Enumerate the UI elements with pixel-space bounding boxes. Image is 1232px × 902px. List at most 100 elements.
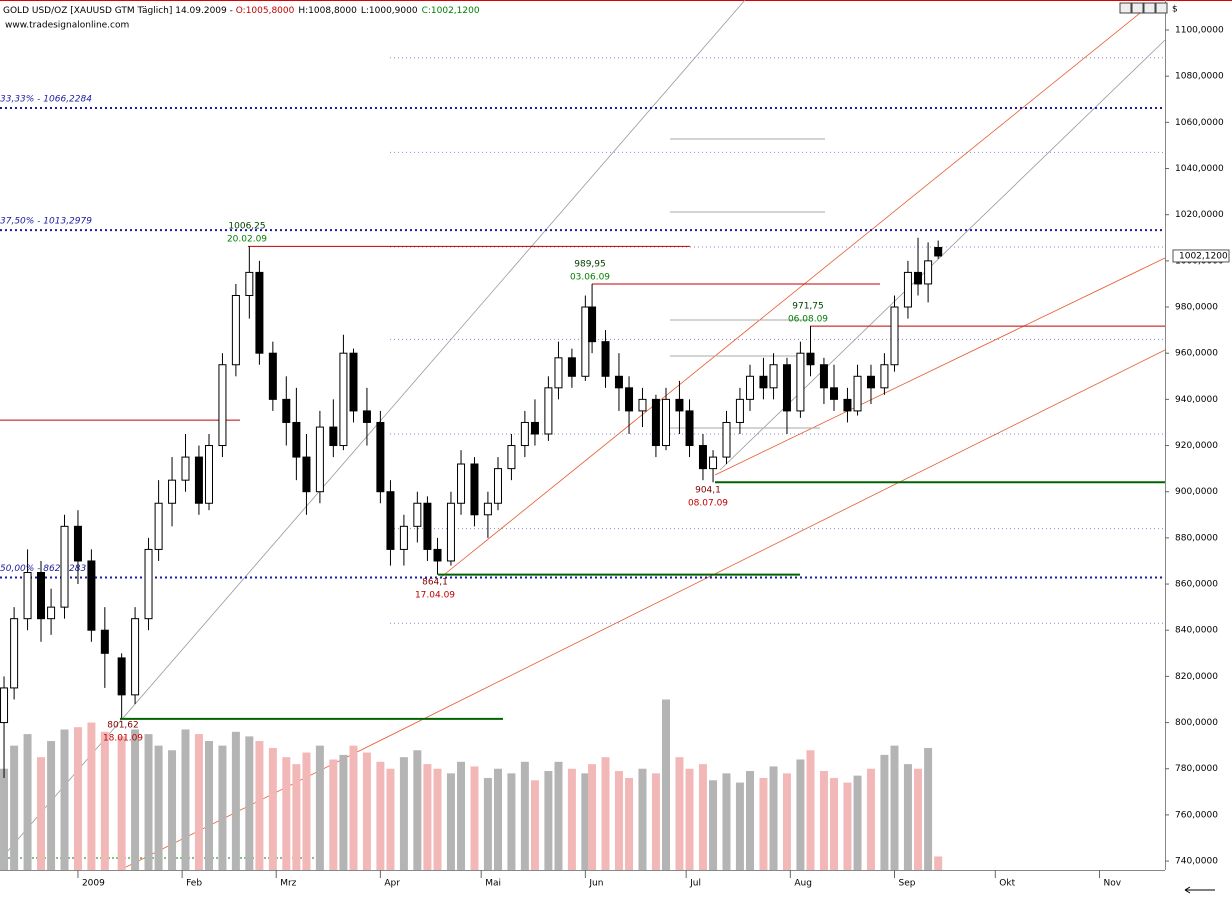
volume-bar: [60, 729, 69, 870]
volume-bar: [698, 764, 707, 870]
candle-body: [625, 387, 634, 412]
y-tick-label: 800,0000: [1175, 718, 1218, 728]
candle-body: [601, 341, 610, 377]
x-tick-label: Jul: [689, 879, 701, 889]
y-tick-label: 960,0000: [1175, 349, 1218, 359]
volume-bar: [709, 780, 718, 870]
volume-bar: [638, 768, 647, 870]
y-tick-label: 920,0000: [1175, 441, 1218, 451]
volume-bar: [231, 731, 240, 870]
candle-body: [362, 410, 371, 423]
volume-bar: [806, 750, 815, 870]
candle-body: [470, 463, 479, 516]
candle-body: [181, 456, 190, 481]
y-tick-label: 740,0000: [1175, 857, 1218, 867]
x-tick-label: 2009: [82, 879, 105, 889]
candle-body: [433, 548, 442, 562]
volume-bar: [218, 745, 227, 870]
volume-bar: [746, 771, 755, 870]
volume-bar: [282, 757, 291, 870]
annotation-date: 17.04.09: [415, 591, 455, 601]
volume-bar: [446, 773, 455, 870]
y-tick-label: 780,0000: [1175, 764, 1218, 774]
y-tick-label: 1020,0000: [1175, 210, 1224, 220]
x-tick-label: Jun: [588, 879, 603, 889]
volume-bar: [544, 771, 553, 870]
candle-body: [73, 525, 82, 562]
x-tick-label: Aug: [794, 879, 812, 889]
candle-body: [588, 306, 597, 343]
volume-bar: [168, 750, 177, 870]
candle-body: [698, 445, 707, 470]
volume-bar: [470, 766, 479, 870]
candle-body: [168, 479, 177, 504]
candle-body: [638, 398, 647, 412]
button-close[interactable]: [1155, 2, 1168, 14]
volume-bar: [386, 768, 395, 870]
candle-body: [934, 246, 943, 257]
volume-bar: [493, 768, 502, 870]
candle-body: [47, 606, 56, 620]
volume-bar: [866, 768, 875, 870]
volume-bar: [782, 773, 791, 870]
trend-line: [714, 257, 1166, 476]
volume-bar: [614, 771, 623, 870]
header-part: O:1005,8000: [236, 6, 295, 16]
x-tick-label: Sep: [898, 879, 915, 889]
button-left[interactable]: [1119, 2, 1132, 14]
y-tick-label: 1040,0000: [1175, 164, 1224, 174]
volume-bar: [530, 780, 539, 870]
candle-body: [853, 375, 862, 412]
volume-bar: [796, 759, 805, 870]
header-part: H:1008,8000: [298, 6, 357, 16]
header-part: GOLD USD/OZ [XAUUSD GTM Täglich] 14.09.2…: [3, 6, 236, 16]
volume-bar: [914, 768, 923, 870]
button-restore[interactable]: [1143, 2, 1156, 14]
candle-body: [530, 421, 539, 435]
volume-bar: [433, 768, 442, 870]
candle-body: [769, 364, 778, 389]
candle-body: [651, 398, 660, 447]
candle-body: [722, 421, 731, 458]
button-right[interactable]: [1131, 2, 1144, 14]
candle-body: [662, 398, 671, 447]
volume-bar: [507, 773, 516, 870]
volume-bar: [144, 734, 153, 870]
candle-body: [483, 502, 492, 516]
candle-body: [507, 445, 516, 470]
last-price-box: [1172, 249, 1230, 263]
annotation-value: 904,1: [695, 486, 721, 496]
candle-body: [399, 525, 408, 550]
volume-bar: [601, 757, 610, 870]
candle-body: [709, 456, 718, 470]
candle-body: [315, 426, 324, 493]
volume-bar: [205, 741, 214, 870]
volume-bar: [181, 729, 190, 870]
last-price-label: 1002,1200: [1179, 251, 1228, 261]
header-part: L:1000,9000: [361, 6, 418, 16]
scroll-arrow[interactable]: [1184, 886, 1215, 894]
candle-body: [735, 398, 744, 423]
volume-bar: [47, 741, 56, 870]
volume-bar: [843, 782, 852, 870]
volume-bar: [520, 761, 529, 870]
y-tick-label: 900,0000: [1175, 487, 1218, 497]
y-tick-label: 860,0000: [1175, 580, 1218, 590]
volume-bar: [554, 761, 563, 870]
fib-label: 37,50% - 1013,2979: [0, 217, 92, 227]
y-tick-label: 840,0000: [1175, 626, 1218, 636]
annotation-date: 20.02.09: [227, 235, 267, 245]
volume-bar: [339, 754, 348, 870]
candle-body: [843, 398, 852, 412]
volume-bar: [154, 745, 163, 870]
candle-body: [231, 294, 240, 366]
candle-body: [890, 306, 899, 366]
candle-body: [255, 271, 264, 354]
candle-body: [746, 375, 755, 400]
candle-body: [117, 657, 126, 696]
header-part: C:1002,1200: [422, 6, 480, 16]
y-tick-label: 940,0000: [1175, 395, 1218, 405]
candle-body: [268, 352, 277, 400]
volume-bar: [830, 777, 839, 870]
